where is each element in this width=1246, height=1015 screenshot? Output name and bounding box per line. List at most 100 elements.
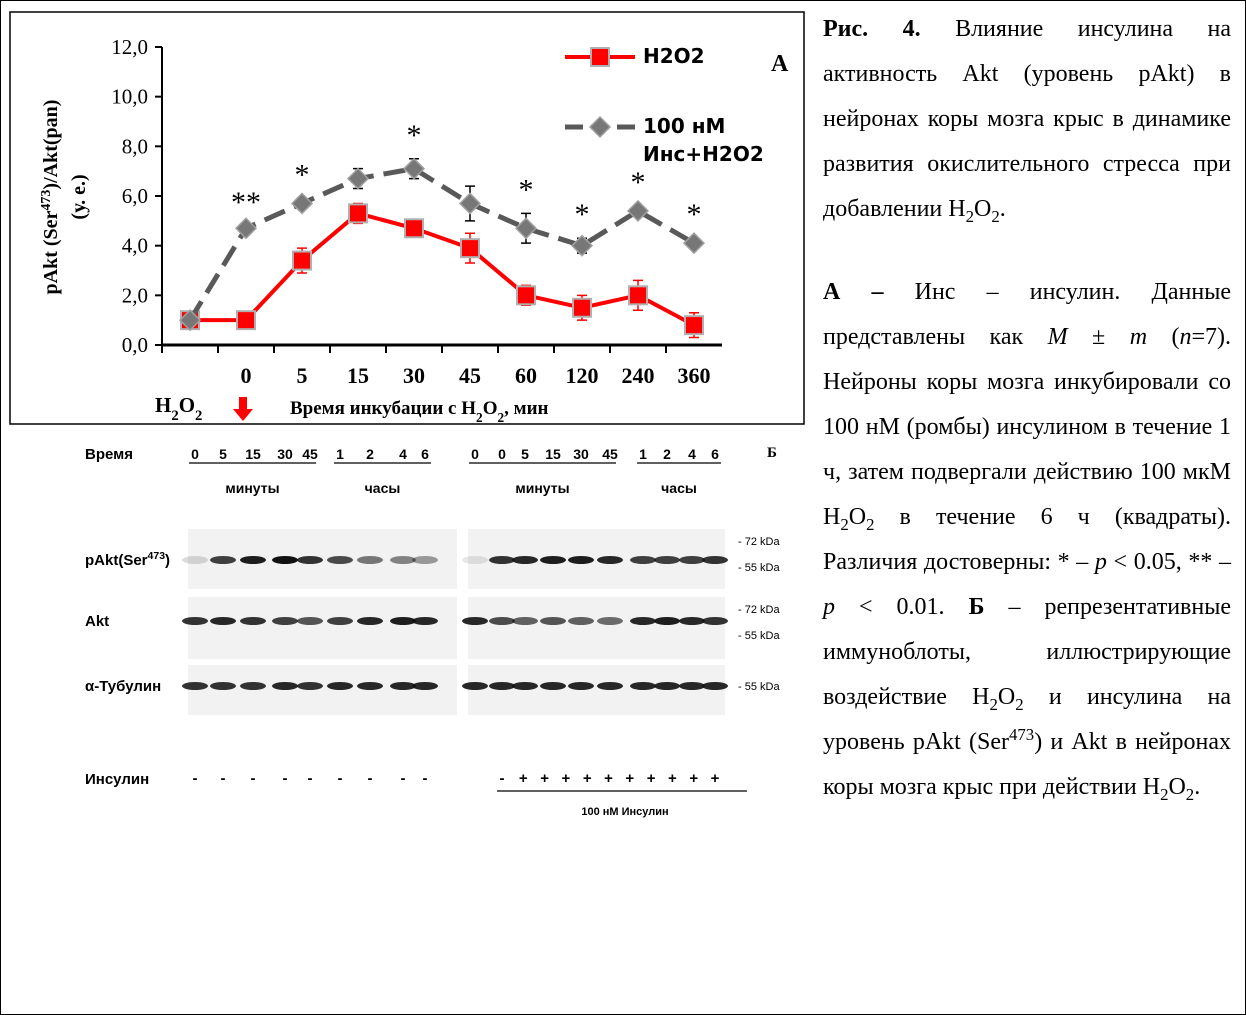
data-point — [629, 286, 647, 304]
time-label: 5 — [521, 446, 529, 462]
text-part: pAkt(Ser — [85, 552, 148, 569]
significance-label: * — [575, 198, 590, 231]
band — [489, 682, 515, 690]
insulin-sign: - — [283, 770, 288, 787]
data-point — [293, 252, 311, 270]
y-tick-label: 12,0 — [111, 35, 148, 59]
band — [412, 682, 438, 690]
time-label: 45 — [602, 446, 618, 462]
band — [272, 556, 298, 564]
insulin-sign: + — [583, 770, 592, 787]
data-point — [461, 239, 479, 257]
insulin-title: Инсулин — [85, 771, 149, 788]
time-unit: минуты — [225, 480, 279, 496]
legend-entry: H2O2 — [643, 42, 803, 112]
band — [297, 682, 323, 690]
insulin-sign: + — [689, 770, 698, 787]
caption-text: p — [823, 594, 835, 620]
band — [630, 617, 656, 625]
blot-panel — [188, 665, 457, 715]
band — [597, 617, 623, 625]
insulin-sign: - — [401, 770, 406, 787]
band — [512, 682, 538, 690]
legend-entry: 100 нМ Инс+H2O2 — [643, 112, 803, 182]
y-axis-unit: (у. е.) — [68, 174, 90, 219]
text-part: 473 — [39, 190, 54, 211]
time-label: 45 — [302, 446, 318, 462]
band — [568, 682, 594, 690]
insulin-sign: + — [647, 770, 656, 787]
blot-panel — [468, 665, 725, 715]
data-point — [517, 286, 535, 304]
chart: 0,02,04,06,08,010,012,005153045601202403… — [5, 7, 805, 427]
time-label: 6 — [421, 446, 429, 462]
panel-label: Б — [767, 445, 777, 461]
band — [654, 556, 680, 564]
x-tick-label: 30 — [403, 363, 425, 388]
caption-text: А – — [823, 279, 883, 305]
insulin-sign: + — [625, 770, 634, 787]
y-tick-label: 6,0 — [122, 184, 148, 208]
band — [597, 556, 623, 564]
band — [489, 556, 515, 564]
band — [654, 682, 680, 690]
time-label: 0 — [191, 446, 199, 462]
x-tick-label: 360 — [678, 363, 711, 388]
time-label: 0 — [498, 446, 506, 462]
insulin-sign: + — [604, 770, 613, 787]
time-unit: часы — [365, 480, 401, 496]
text-part: )/Akt(pan) — [40, 100, 62, 190]
caption-text: O — [849, 504, 866, 530]
x-tick-label: 120 — [566, 363, 599, 388]
band — [272, 682, 298, 690]
band — [679, 556, 705, 564]
band — [597, 682, 623, 690]
text-part: O — [483, 398, 498, 419]
text-part: pAkt (Ser — [40, 210, 62, 294]
significance-label: * — [687, 198, 702, 231]
row-label: Akt — [85, 613, 109, 630]
time-label: 1 — [639, 446, 647, 462]
insulin-sign: - — [221, 770, 226, 787]
band — [182, 682, 208, 690]
insulin-sign: + — [668, 770, 677, 787]
x-tick-label: 0 — [241, 363, 252, 388]
time-label: 15 — [245, 446, 261, 462]
time-label: 15 — [545, 446, 561, 462]
time-label: 2 — [366, 446, 374, 462]
caption-text: 2 — [991, 207, 999, 226]
band — [654, 617, 680, 625]
band — [568, 617, 594, 625]
band — [240, 617, 266, 625]
insulin-sign: - — [338, 770, 343, 787]
caption-text: . — [1000, 196, 1006, 222]
band — [327, 617, 353, 625]
band — [630, 556, 656, 564]
band — [272, 617, 298, 625]
data-point — [349, 204, 367, 222]
time-label: 6 — [711, 446, 719, 462]
insulin-sign: - — [500, 770, 505, 787]
x-tick-label: 5 — [297, 363, 308, 388]
insulin-sign: - — [368, 770, 373, 787]
time-label: 1 — [336, 446, 344, 462]
text-part: ) — [165, 552, 170, 569]
y-tick-label: 8,0 — [122, 134, 148, 158]
insulin-sign: + — [540, 770, 549, 787]
caption-text: 2 — [1015, 695, 1023, 714]
caption-text: 473 — [1009, 725, 1034, 744]
time-label: 4 — [399, 446, 407, 462]
legend-label: H2O2 — [643, 42, 803, 70]
band — [210, 556, 236, 564]
band — [630, 682, 656, 690]
band — [462, 556, 488, 564]
caption-text: O — [998, 684, 1015, 710]
band — [702, 617, 728, 625]
kda-label: - 72 kDa — [738, 536, 780, 548]
time-label: 2 — [663, 446, 671, 462]
band — [240, 682, 266, 690]
band — [540, 617, 566, 625]
time-label: 30 — [277, 446, 293, 462]
caption-text: ( — [1147, 324, 1179, 350]
